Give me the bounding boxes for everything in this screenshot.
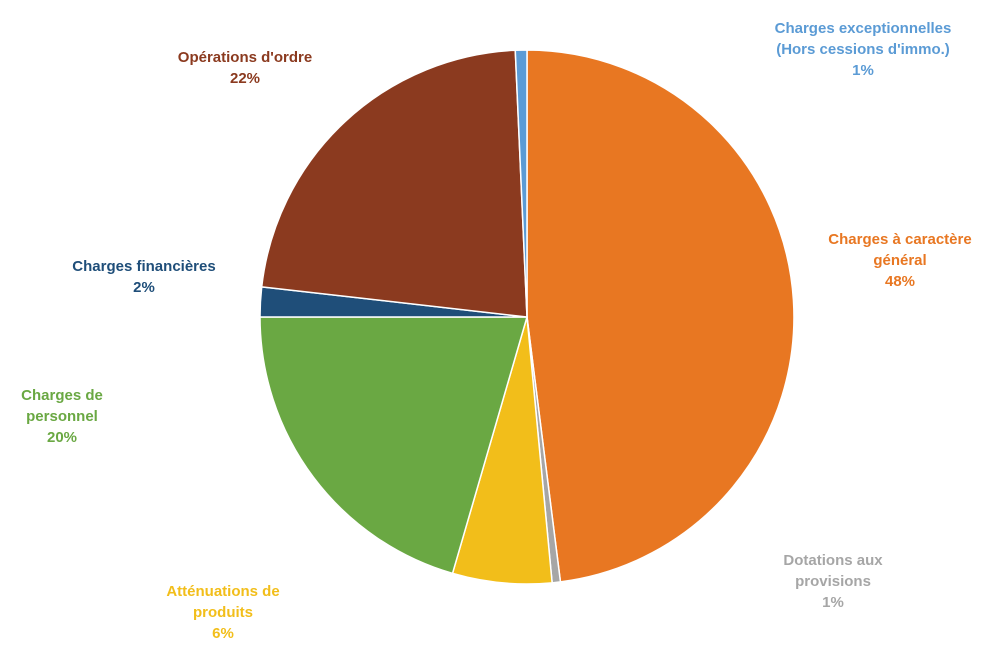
slice-percent: 48% (884, 273, 916, 290)
slice-label-text: Charges de (21, 387, 103, 404)
slice-label-attenuations-de-produits: Atténuations de produits 6% (166, 581, 279, 644)
slice-label-charges-financieres: Charges financières 2% (72, 256, 215, 298)
slice-percent: 6% (212, 625, 234, 642)
slice-label-charges-de-personnel: Charges de personnel 20% (21, 385, 103, 448)
slice-label-dotations-aux-provisions: Dotations aux provisions 1% (783, 550, 882, 613)
pie-slice-operations-d-ordre (260, 49, 528, 318)
pie-slice-charges-a-caractere-general (526, 49, 795, 583)
slice-label-text: Dotations aux (783, 552, 883, 569)
slice-percent: 1% (822, 594, 844, 611)
slice-label-text: (Hors cessions d'immo.) (776, 41, 950, 58)
slice-percent: 20% (46, 429, 78, 446)
pie-slice-charges-de-personnel (259, 316, 528, 575)
slice-label-operations-d-ordre: Opérations d'ordre 22% (178, 47, 312, 89)
slice-percent: 22% (229, 70, 261, 87)
slice-label-text: Charges financières (72, 258, 216, 275)
slice-label-text: Charges à caractère (828, 231, 972, 248)
slice-label-text: produits (193, 604, 253, 621)
slice-label-charges-a-caractere-general: Charges à caractère général 48% (828, 229, 971, 292)
slice-label-text: Atténuations de (166, 583, 280, 600)
slice-label-text: provisions (795, 573, 871, 590)
slice-label-charges-exceptionnelles: Charges exceptionnelles (Hors cessions d'… (775, 18, 952, 81)
slice-label-text: Opérations d'ordre (177, 49, 313, 66)
slice-label-text: Charges exceptionnelles (774, 20, 952, 37)
pie-slice-charges-exceptionnelles (514, 49, 528, 318)
slice-percent: 1% (852, 62, 874, 79)
slice-label-text: personnel (26, 408, 98, 425)
slice-percent: 2% (133, 279, 155, 296)
slice-label-text: général (873, 252, 927, 269)
